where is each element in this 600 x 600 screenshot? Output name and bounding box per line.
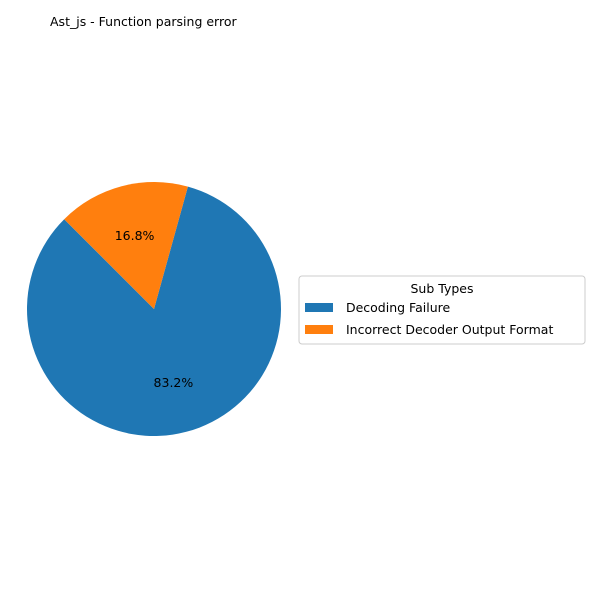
pie-slice-0 [27,186,281,436]
legend-swatch-0 [305,303,333,312]
legend-label-0: Decoding Failure [342,300,450,315]
legend-swatch-1 [305,325,333,334]
pie-percent-label-1: 16.8% [115,228,155,243]
legend-title: Sub Types [411,281,474,296]
pie-slices [27,181,281,436]
chart-title: Ast_js - Function parsing error [50,14,237,29]
legend-label-1: Incorrect Decoder Output Format [342,322,553,337]
pie-percent-label-0: 83.2% [154,375,194,390]
pie-slice-1 [64,181,188,309]
legend-frame [298,275,586,345]
pie-percent-labels: 83.2% 16.8% [115,228,194,390]
legend: Sub Types Decoding Failure Incorrect Dec… [298,275,586,345]
